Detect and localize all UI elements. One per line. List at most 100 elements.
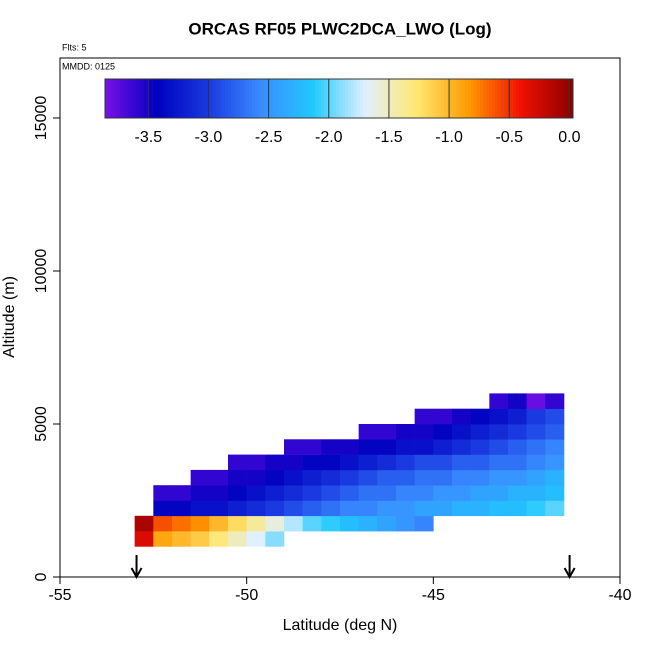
colorbar-swatch	[507, 79, 511, 118]
heatmap-cell	[153, 485, 173, 501]
heatmap-cell	[526, 393, 546, 409]
heatmap-cell	[340, 469, 359, 486]
colorbar-swatch	[108, 79, 112, 118]
colorbar-swatch	[132, 79, 136, 118]
colorbar-swatch	[249, 79, 253, 118]
heatmap-cell	[452, 423, 471, 440]
colorbar-swatch	[117, 79, 121, 118]
arrow-head	[130, 567, 143, 580]
heatmap-cell	[526, 500, 546, 517]
heatmap-cell	[209, 531, 229, 547]
heatmap-cell	[284, 485, 303, 501]
colorbar-swatch	[417, 79, 421, 118]
heatmap-cell	[246, 531, 266, 547]
colorbar-swatch	[174, 79, 178, 118]
heatmap-cell	[209, 469, 229, 486]
colorbar-swatch	[297, 79, 301, 118]
heatmap-cell	[526, 485, 546, 501]
heatmap-cell	[377, 423, 397, 440]
heatmap-cell	[228, 515, 247, 532]
colorbar-swatch	[255, 79, 259, 118]
heatmap-cell	[284, 469, 303, 486]
colorbar-swatch	[129, 79, 133, 118]
heatmap-cell	[190, 531, 210, 547]
heatmap-cell	[414, 423, 434, 440]
colorbar-swatch	[531, 79, 535, 118]
heatmap-cell	[489, 454, 509, 471]
heatmap-cell	[396, 439, 415, 455]
colorbar-swatch	[360, 79, 364, 118]
colorbar-swatch	[234, 79, 238, 118]
heatmap-cell	[265, 500, 285, 517]
heatmap-cell	[452, 439, 471, 455]
heatmap-cell	[134, 515, 154, 532]
colorbar-swatch	[273, 79, 277, 118]
colorbar-swatch	[414, 79, 418, 118]
heatmap-cell	[470, 439, 490, 455]
colorbar-swatch	[114, 79, 118, 118]
heatmap-cell	[489, 485, 509, 501]
heatmap-cell	[265, 469, 285, 486]
colorbar-swatch	[534, 79, 538, 118]
colorbar-swatch	[141, 79, 145, 118]
colorbar-swatch	[411, 79, 415, 118]
heatmap-cell	[302, 515, 322, 532]
heatmap-cell	[433, 469, 453, 486]
heatmap-cell	[153, 531, 173, 547]
colorbar-swatch	[429, 79, 433, 118]
heatmap-cell	[489, 500, 509, 517]
colorbar-swatch	[372, 79, 376, 118]
colorbar-swatch	[393, 79, 397, 118]
colorbar-swatch	[312, 79, 316, 118]
heatmap-cell	[284, 500, 303, 517]
heatmap-cell	[172, 531, 191, 547]
heatmap-cell	[396, 469, 415, 486]
colorbar-swatch	[336, 79, 340, 118]
heatmap-cell	[377, 439, 397, 455]
y-tick-label: 15000	[33, 96, 50, 141]
colorbar-swatch	[126, 79, 130, 118]
heatmap-cell	[302, 439, 322, 455]
colorbar-swatch	[237, 79, 241, 118]
heatmap-cell	[321, 439, 341, 455]
colorbar-swatch	[423, 79, 427, 118]
date-note: MMDD: 0125	[62, 61, 115, 71]
heatmap-cell	[172, 500, 191, 517]
heatmap-cell	[545, 485, 565, 501]
colorbar-swatch	[321, 79, 325, 118]
colorbar-swatch	[171, 79, 175, 118]
heatmap-cell	[340, 485, 359, 501]
heatmap-cell	[358, 500, 378, 517]
colorbar-tick-label: -1.0	[435, 129, 463, 146]
heatmap-cell	[265, 515, 285, 532]
heatmap-cell	[470, 485, 490, 501]
heatmap-cell	[508, 469, 527, 486]
heatmap-cell	[508, 423, 527, 440]
colorbar-swatch	[468, 79, 472, 118]
colorbar-swatch	[357, 79, 361, 118]
heatmap-cell	[396, 485, 415, 501]
heatmap-cell	[321, 515, 341, 532]
heatmap-cell	[153, 515, 173, 532]
heatmap-cell	[545, 454, 565, 471]
heatmap-cell	[470, 408, 490, 425]
colorbar-swatch	[111, 79, 115, 118]
heatmap-cell	[414, 515, 434, 532]
colorbar-swatch	[186, 79, 190, 118]
colorbar-swatch	[492, 79, 496, 118]
colorbar-swatch	[345, 79, 349, 118]
colorbar-swatch	[318, 79, 322, 118]
colorbar-tick-label: -0.5	[495, 129, 523, 146]
heatmap-cell	[433, 485, 453, 501]
colorbar-swatch	[540, 79, 544, 118]
heatmap-cell	[377, 500, 397, 517]
colorbar-swatch	[567, 79, 571, 118]
colorbar-swatch	[294, 79, 298, 118]
colorbar-swatch	[381, 79, 385, 118]
heatmap-cell	[302, 500, 322, 517]
colorbar-tick-label: 0.0	[558, 129, 580, 146]
heatmap-cell	[396, 500, 415, 517]
heatmap-cell	[172, 515, 191, 532]
colorbar-swatch	[153, 79, 157, 118]
colorbar-swatch	[399, 79, 403, 118]
